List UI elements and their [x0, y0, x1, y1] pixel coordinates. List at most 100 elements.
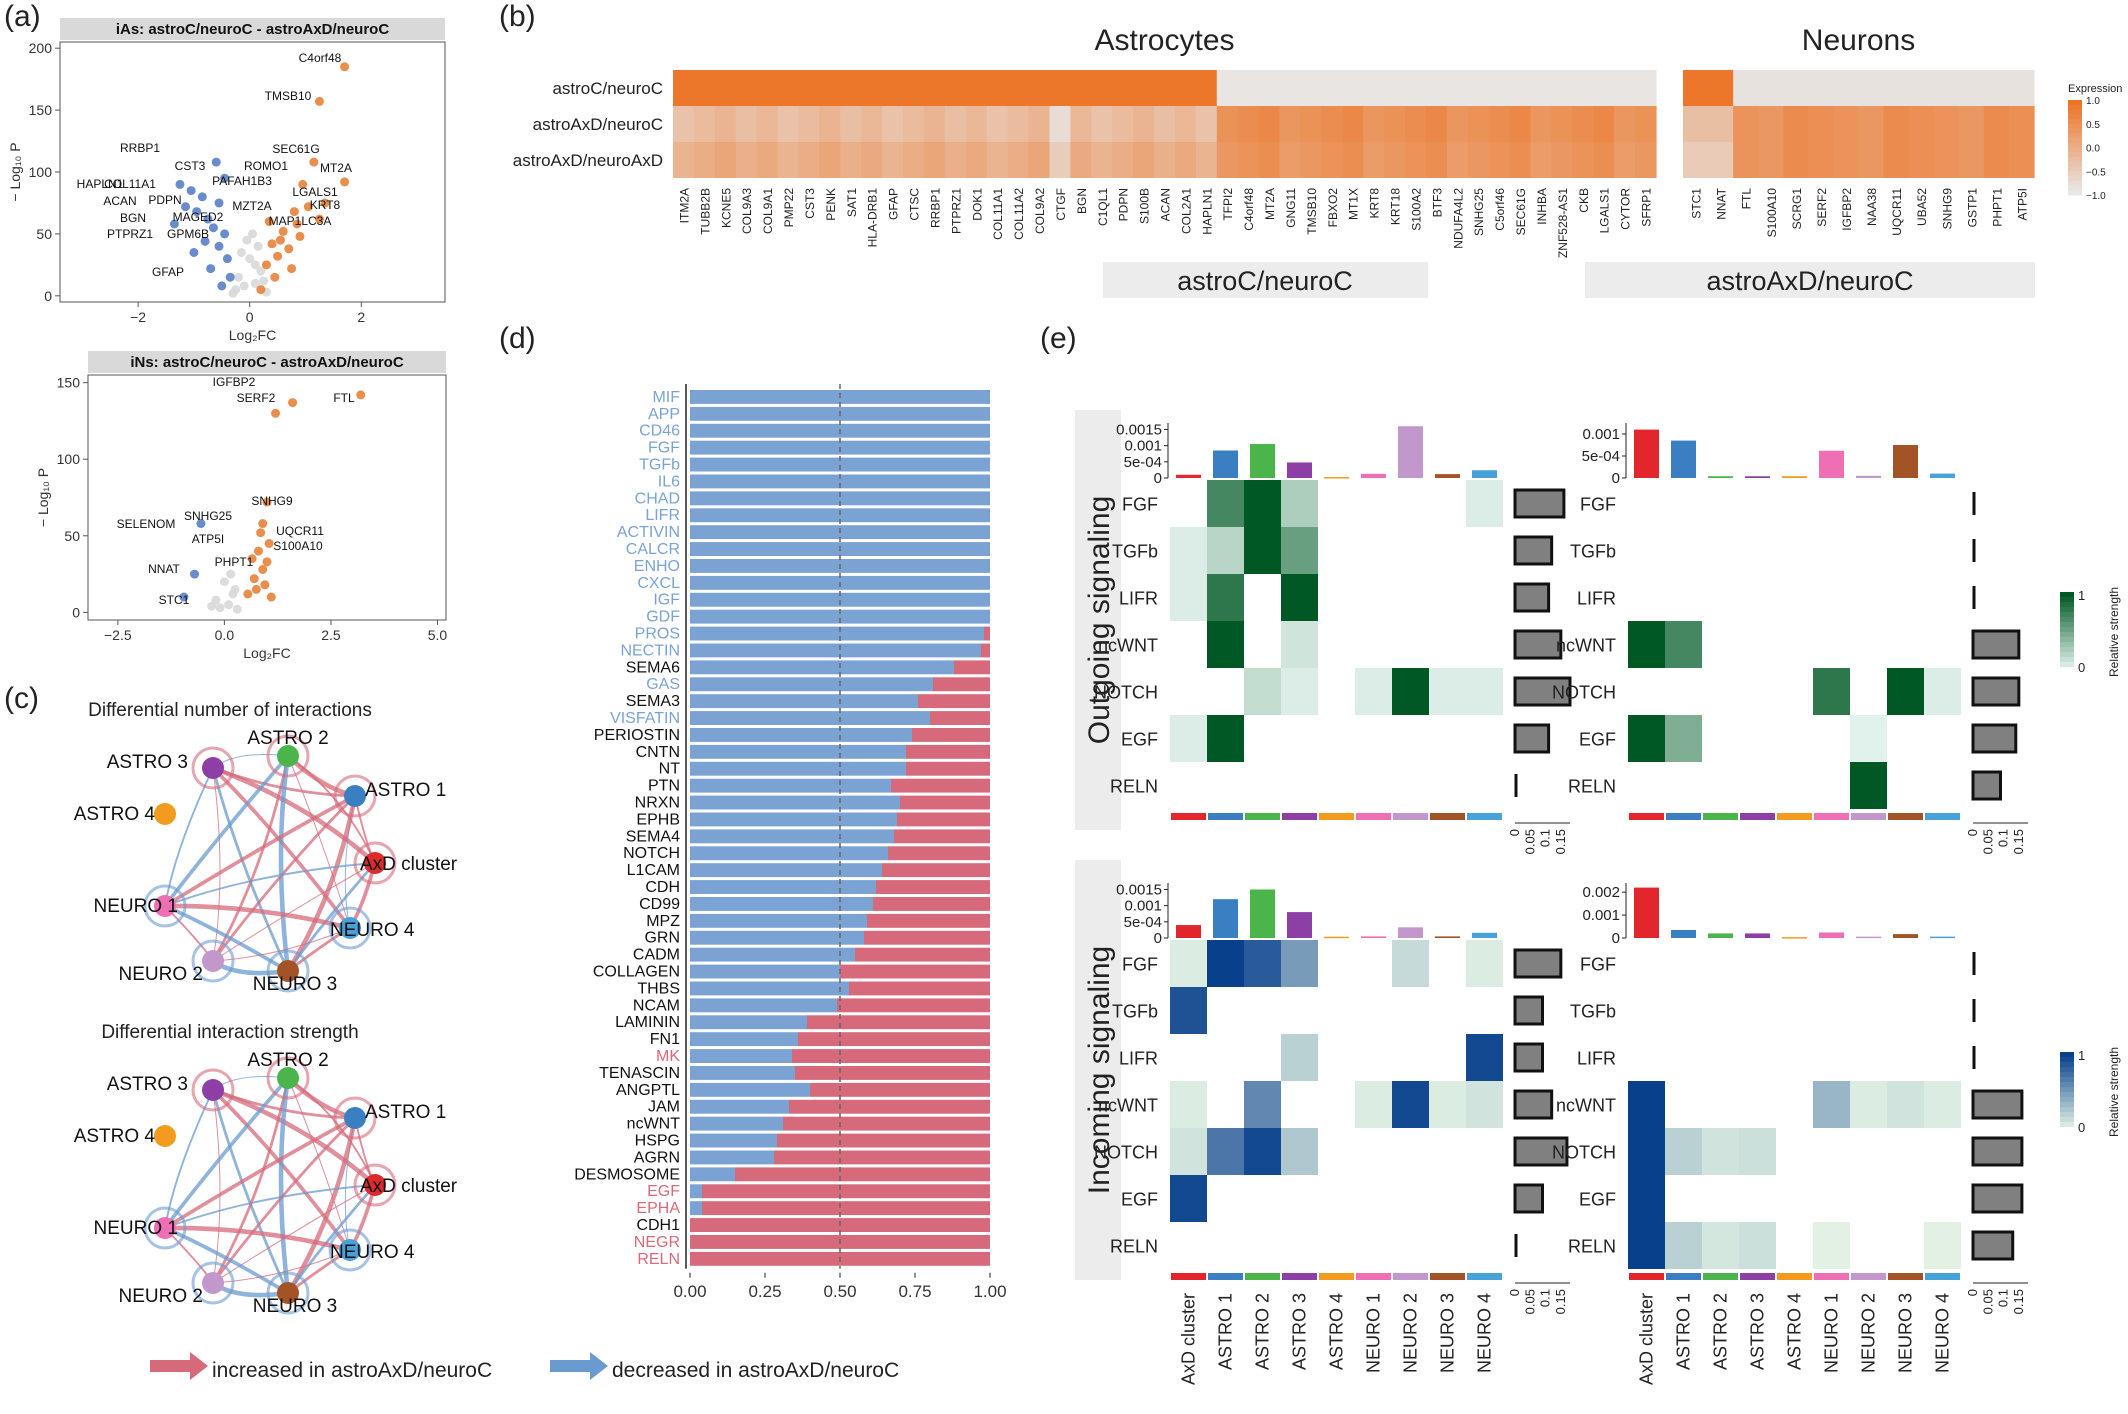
volcano-ias-ytick-label: 100	[29, 164, 53, 180]
signal-block-0-cluster-strip	[1467, 813, 1502, 820]
network-edge	[164, 767, 214, 907]
heatmap-cell-neuron	[1708, 142, 1734, 178]
signal-block-1-top-bar	[1930, 473, 1955, 478]
network-node	[154, 1125, 176, 1147]
network-node-label: ASTRO 2	[247, 1050, 328, 1071]
heatmap-cell-astro	[965, 70, 988, 106]
flow-bar-astroC	[690, 1116, 783, 1131]
flow-bar-astroC	[690, 964, 840, 979]
astro-gene-label: PENK	[824, 188, 838, 221]
flow-bar-astroC	[690, 863, 882, 878]
signal-block-0-cluster-strip	[1208, 813, 1243, 820]
signal-block-0-heat-cell	[1466, 668, 1503, 715]
heatmap-cell-astro	[903, 142, 925, 178]
signal-block-2-top-bar	[1361, 936, 1386, 938]
flow-bar-astroC	[690, 998, 837, 1013]
volcano-ias-point	[259, 276, 269, 286]
signal-block-2-heat-cell	[1355, 1081, 1392, 1128]
heatmap-cell-neuron	[1833, 106, 1860, 142]
volcano-ins-ylabel: − Log₁₀ P	[35, 468, 51, 527]
signal-block-2-top-ytick-label: 5e-04	[1124, 914, 1162, 931]
signal-block-1-pathway-label: ncWNT	[1556, 636, 1616, 656]
volcano-ias-gene-label: HAPLN1	[77, 177, 124, 191]
volcano-ias-point	[220, 229, 230, 239]
network-edge	[164, 1184, 376, 1229]
heatmap-cell-astro	[903, 106, 925, 142]
heatmap-cell-astro	[735, 70, 758, 106]
signal-block-2-side-bar	[1513, 1042, 1544, 1073]
heatmap-cell-astro	[819, 142, 841, 178]
heatmap-cell-astro	[1635, 106, 1657, 142]
volcano-ias-gene-label: GFAP	[152, 265, 184, 279]
expression-legend-swatch	[2068, 185, 2082, 191]
signal-block-0-heat-cell	[1207, 574, 1244, 621]
flow-bar-astroC	[690, 711, 930, 725]
volcano-ias-point	[234, 272, 244, 282]
pathway-label: THBS	[637, 980, 680, 997]
volcano-ins-point	[196, 519, 206, 529]
pathway-label: GDF	[646, 609, 680, 626]
astro-gene-label: PTPRZ1	[949, 188, 963, 234]
signal-block-0-pathway-label: EGF	[1121, 730, 1158, 750]
heatmap-cell-astro	[1572, 70, 1594, 106]
volcano-ins-xtick-label: 2.5	[321, 627, 341, 643]
expression-legend-tick: −1.0	[2086, 191, 2106, 202]
heatmap-cell-neuron	[1683, 106, 1709, 142]
heatmap-cell-neuron	[1983, 70, 2010, 106]
volcano-ias-point	[225, 272, 235, 282]
volcano-ias-point	[192, 207, 202, 217]
signal-block-1-heat-cell	[1887, 668, 1924, 715]
outgoing-signaling-label: Outgoing signaling	[1083, 496, 1116, 745]
signal-block-2-side-bar	[1513, 995, 1544, 1026]
flow-bar-astroAxD	[918, 694, 990, 709]
signal-block-2-heat-cell	[1170, 1081, 1207, 1128]
heatmap-cell-astro	[673, 142, 695, 178]
volcano-ins-point	[260, 580, 270, 590]
signal-block-3-top-ytick-label: 0.002	[1582, 884, 1620, 901]
signal-block-2-cluster-strip	[1208, 1273, 1243, 1280]
network-node-label: ASTRO 3	[107, 752, 188, 773]
signal-block-0-heat-cell	[1170, 527, 1207, 574]
neuron-gene-label: SNHG9	[1940, 188, 1954, 230]
heatmap-cell-neuron	[1833, 142, 1860, 178]
astro-gene-label: GNG11	[1284, 188, 1298, 228]
signal-block-1-heat-cell	[1924, 668, 1961, 715]
volcano-ins-gene-label: SELENOM	[117, 517, 176, 531]
flow-bar-astroAxD	[981, 643, 990, 658]
heatmap-cell-astro	[1049, 106, 1071, 142]
network-node-label: ASTRO 2	[247, 728, 328, 749]
volcano-ias-gene-label: PTPRZ1	[107, 227, 153, 241]
pathway-label: PTN	[648, 778, 680, 795]
volcano-ins-gene-label: IGFBP2	[213, 375, 256, 389]
signal-block-3-top-bar	[1708, 933, 1733, 938]
volcano-ins-gene-label: SERF2	[237, 391, 276, 405]
volcano-ias-point	[200, 236, 210, 246]
heatmap-cell-astro	[1593, 70, 1615, 106]
flow-bar-astroC	[690, 1150, 774, 1165]
volcano-ias-gene-label: PAFAH1B3	[212, 174, 272, 188]
volcano-ias-point	[189, 247, 199, 257]
signal-block-3-top-ytick-label: 0	[1612, 930, 1620, 947]
pathway-label: CNTN	[636, 744, 680, 761]
signal-block-2-side-tick-label: 0.05	[1522, 1289, 1537, 1314]
network-node	[202, 757, 224, 779]
heatmap-cell-astro	[1405, 106, 1427, 142]
volcano-ias-gene-label: CST3	[175, 159, 206, 173]
volcano-ins-ytick-label: 100	[57, 451, 81, 467]
panel-letter-c: (c)	[4, 682, 39, 715]
heatmap-cell-astro	[1488, 70, 1511, 106]
heatmap-cell-astro	[840, 70, 862, 106]
volcano-ins-point	[356, 390, 366, 400]
flow-bar-astroC	[690, 1015, 807, 1030]
heatmap-cell-astro	[1195, 142, 1218, 178]
expression-legend-tick: 0.0	[2086, 144, 2100, 155]
pathway-label: MPZ	[646, 913, 680, 930]
heatmap-cell-astro	[1425, 70, 1448, 106]
astro-gene-label: COL11A2	[1012, 188, 1026, 240]
signal-block-2-pathway-label: NOTCH	[1094, 1143, 1158, 1163]
flow-bar-astroC	[690, 491, 990, 506]
network-node	[277, 1067, 299, 1089]
signal-block-0-side-bar	[1513, 723, 1551, 754]
heatmap-cell-astro	[1112, 142, 1134, 178]
legend-green-swatch	[2060, 612, 2074, 618]
